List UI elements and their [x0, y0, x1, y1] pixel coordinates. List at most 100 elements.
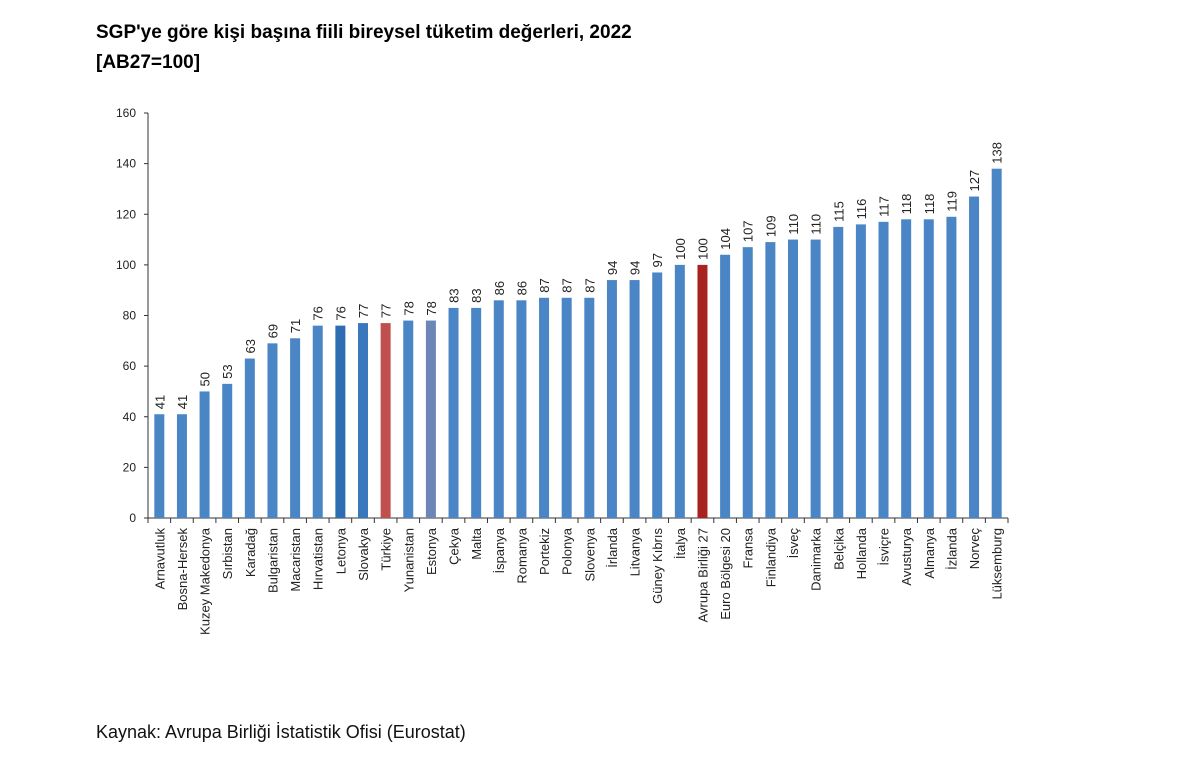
bar	[878, 221, 889, 518]
y-tick-label: 160	[116, 106, 136, 120]
bar	[471, 307, 482, 518]
data-label: 94	[628, 261, 643, 275]
data-label: 63	[243, 339, 258, 353]
y-tick-label: 140	[116, 157, 136, 171]
bar	[539, 297, 550, 518]
data-label: 110	[786, 214, 801, 235]
category-label: Çekya	[447, 527, 462, 565]
data-label: 50	[198, 372, 213, 386]
category-label: Sırbistan	[220, 528, 235, 579]
bar	[154, 414, 165, 518]
data-label: 97	[650, 253, 665, 267]
data-label: 86	[492, 281, 507, 295]
category-label: Kuzey Makedonya	[198, 527, 213, 635]
bar	[765, 242, 776, 518]
chart-subtitle: [AB27=100]	[96, 52, 201, 73]
y-tick-label: 100	[116, 258, 136, 272]
category-label: Bosna-Hersek	[175, 528, 190, 611]
data-label: 83	[469, 288, 484, 302]
data-label: 107	[741, 220, 756, 242]
data-label: 86	[514, 281, 529, 295]
category-label: Euro Bölgesi 20	[718, 528, 733, 620]
chart-title-main: SGP'ye göre kişi başına fiili bireysel t…	[96, 22, 632, 43]
y-tick-label: 20	[123, 460, 137, 474]
bar	[697, 264, 708, 518]
bar	[448, 307, 459, 518]
category-label: Portekiz	[537, 528, 552, 575]
data-label: 87	[537, 278, 552, 292]
bar	[584, 297, 595, 518]
bar	[833, 226, 844, 518]
y-tick-label: 40	[123, 410, 137, 424]
data-label: 127	[967, 170, 982, 192]
category-label: Romanya	[514, 527, 529, 583]
data-label: 94	[605, 261, 620, 275]
category-label: Polonya	[560, 527, 575, 575]
bar	[810, 239, 821, 518]
bar	[652, 272, 663, 518]
bar	[969, 196, 980, 518]
data-label: 115	[831, 201, 846, 222]
bar	[788, 239, 798, 518]
category-label: Arnavutluk	[152, 528, 167, 590]
data-label: 109	[763, 215, 778, 237]
data-label: 78	[424, 301, 439, 315]
bar	[901, 219, 912, 518]
bar	[606, 280, 617, 518]
data-label: 119	[944, 191, 959, 212]
bar	[199, 391, 210, 518]
category-label: Danimarka	[809, 527, 824, 591]
data-label: 118	[922, 194, 937, 215]
data-label: 71	[288, 319, 303, 333]
bar	[946, 216, 957, 518]
bar	[335, 325, 346, 518]
bar	[493, 300, 504, 518]
category-label: İtalya	[673, 527, 688, 559]
bar	[244, 358, 255, 518]
category-label: Türkiye	[379, 528, 394, 571]
data-label: 117	[877, 196, 892, 217]
category-label: Avusturya	[899, 527, 914, 585]
category-label: Malta	[469, 527, 484, 560]
category-label: İzlanda	[944, 527, 959, 570]
data-label: 116	[854, 199, 869, 220]
data-label: 76	[333, 306, 348, 320]
category-label: Hollanda	[854, 527, 869, 579]
category-label: Lüksemburg	[990, 528, 1005, 600]
category-label: Estonya	[424, 527, 439, 575]
category-label: İrlanda	[605, 527, 620, 568]
category-label: Slovakya	[356, 527, 371, 581]
data-label: 77	[356, 304, 371, 318]
category-label: Almanya	[922, 527, 937, 578]
data-label: 87	[582, 278, 597, 292]
bar	[674, 264, 685, 518]
category-label: Slovenya	[582, 527, 597, 581]
data-label: 138	[990, 142, 1005, 164]
chart-title: SGP'ye göre kişi başına fiili bireysel t…	[96, 18, 632, 78]
bar	[561, 297, 572, 518]
bar	[358, 323, 368, 518]
data-label: 41	[175, 395, 190, 409]
category-label: Fransa	[741, 527, 756, 568]
source-note: Kaynak: Avrupa Birliği İstatistik Ofisi …	[96, 722, 466, 742]
data-label: 41	[152, 395, 167, 409]
bar	[425, 320, 436, 518]
bar	[222, 383, 233, 518]
bar	[176, 414, 187, 518]
bar	[923, 219, 934, 518]
data-label: 69	[265, 324, 280, 338]
category-label: Avrupa Birliği 27	[695, 528, 710, 622]
bar	[403, 320, 414, 518]
category-label: Letonya	[333, 527, 348, 574]
bar	[991, 168, 1002, 518]
category-label: İsviçre	[877, 528, 892, 566]
bar	[629, 280, 640, 518]
data-label: 53	[220, 364, 235, 378]
category-label: Yunanistan	[401, 528, 416, 592]
data-label: 76	[311, 306, 326, 320]
data-label: 110	[809, 214, 824, 235]
category-label: İspanya	[492, 527, 507, 573]
y-tick-label: 0	[129, 511, 136, 525]
category-label: İsveç	[786, 528, 801, 559]
